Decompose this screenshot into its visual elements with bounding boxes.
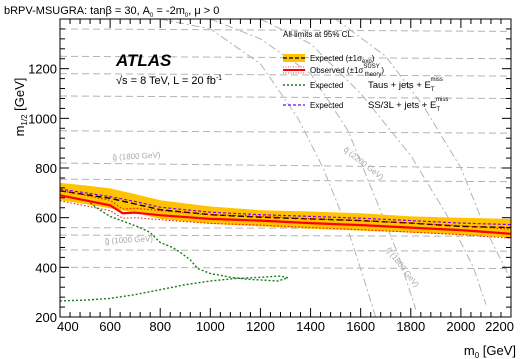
- chart-title: bRPV-MSUGRA: tanβ = 30, A0 = -2m0, μ > 0: [4, 5, 219, 19]
- x-tick-label: 400: [57, 319, 79, 334]
- observed-lower-line: [60, 200, 511, 239]
- axis-ticks: 400 600 800 1000 1200 1400 1600 1800 2000 2200 200…: [28, 19, 514, 334]
- gray-contour-12: [335, 19, 511, 281]
- y-tick-label: 600: [35, 211, 57, 226]
- gray-contour-5: [60, 162, 511, 169]
- legend: All limits at 95% CL. Expected (±1σexp) …: [283, 30, 448, 113]
- y-tick-label: 1000: [28, 111, 57, 126]
- energy-label: √s = 8 TeV, L = 20 fb-1: [116, 75, 222, 87]
- contour-label-3: g̃ (1000 GeV): [104, 234, 153, 246]
- x-tick-label: 1000: [196, 319, 225, 334]
- gray-contour-11: [260, 19, 487, 305]
- x-tick-label: 2000: [446, 319, 475, 334]
- gray-contour-9: [60, 249, 511, 252]
- gray-contour-1: [60, 95, 511, 99]
- legend-taus-expected: Expected: [310, 81, 343, 90]
- gray-contour-8: [60, 234, 511, 237]
- y-tick-label: 200: [35, 310, 57, 325]
- x-tick-label: 600: [99, 319, 121, 334]
- legend-taus-channel: Taus + jets + ETmiss: [368, 77, 443, 93]
- contour-label-1: q̃ (2200 GeV): [342, 145, 386, 182]
- legend-expected-swatch: [283, 54, 305, 62]
- y-tick-label: 800: [35, 161, 57, 176]
- gray-contour-6: [60, 178, 511, 183]
- x-axis-title: m0 [GeV]: [464, 343, 516, 359]
- taus-expected-line: [60, 202, 291, 302]
- gray-contour-2: [60, 73, 511, 77]
- gray-contour-0: [60, 130, 511, 134]
- y-tick-label: 400: [35, 260, 57, 275]
- x-tick-label: 2200: [485, 319, 514, 334]
- expected-band-area: [60, 182, 511, 238]
- x-tick-label: 1400: [296, 319, 325, 334]
- expected-limit-line: [60, 190, 511, 229]
- x-tick-label: 1600: [346, 319, 375, 334]
- legend-observed-label: Observed (±1σSUSY theory): [310, 64, 384, 78]
- gray-contour-10: [60, 266, 511, 270]
- legend-ss3l-channel: SS/3L + jets + ETmiss: [368, 97, 448, 113]
- atlas-label: ATLAS: [115, 51, 172, 70]
- ss3l-expected-line: [60, 188, 511, 226]
- x-tick-label: 1200: [246, 319, 275, 334]
- x-tick-label: 1800: [396, 319, 425, 334]
- contour-label-2: q̃ (1800 GeV): [384, 245, 421, 289]
- observed-limit-line: [60, 194, 511, 235]
- legend-ss3l-expected: Expected: [310, 101, 343, 110]
- contour-label-0: g̃ (1800 GeV): [112, 151, 161, 163]
- x-tick-label: 800: [149, 319, 171, 334]
- y-tick-label: 1200: [28, 62, 57, 77]
- observed-upper-line: [60, 189, 511, 230]
- gray-contour-14: [160, 19, 377, 317]
- y-axis-title: m1/2 [GeV]: [12, 78, 29, 137]
- limit-lines: [60, 188, 511, 302]
- expected-band: [60, 182, 511, 238]
- gray-contour-4: [60, 28, 511, 32]
- gray-contour-13: [210, 19, 417, 310]
- all-limits-note: All limits at 95% CL.: [283, 30, 354, 39]
- legend-expected-label: Expected (±1σexp): [310, 54, 375, 65]
